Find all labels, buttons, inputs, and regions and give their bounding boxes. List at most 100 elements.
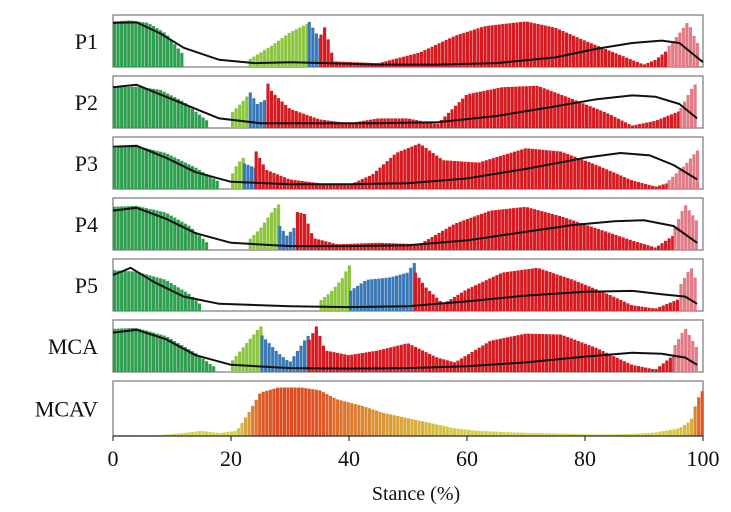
bar-p4-phase1 [166, 213, 170, 250]
bar-p4-phase4 [455, 222, 459, 250]
bar-p4-phase1 [183, 223, 187, 250]
bar-p1-phase4 [547, 26, 551, 67]
bar-p1-phase4 [426, 48, 431, 67]
bar-mcav [665, 430, 669, 436]
bar-p3-phase1 [144, 148, 148, 189]
bar-p2-phase4 [454, 105, 458, 128]
bar-p2-phase1 [159, 89, 163, 128]
bar-p5-phase4 [481, 281, 485, 311]
bar-p4-phase1 [123, 206, 127, 250]
bar-p5-phase4 [449, 299, 453, 311]
bar-p3-phase4 [605, 169, 609, 189]
bar-p5-phase4 [431, 294, 435, 311]
bar-p1-phase5 [692, 35, 696, 67]
bar-p1-phase4 [536, 24, 540, 67]
bar-p2-phase4 [361, 120, 366, 128]
bar-p1-phase4 [628, 59, 632, 67]
bar-p2-phase4 [641, 123, 645, 128]
bar-p1-phase4 [518, 22, 523, 67]
bar-mcav [399, 416, 403, 436]
bar-p2-phase1 [194, 111, 198, 128]
bar-p5-phase2 [337, 282, 341, 311]
bar-p2-phase1 [190, 108, 195, 128]
bar-p5-phase1 [120, 270, 124, 311]
bar-p4-phase4 [423, 241, 427, 250]
bar-mcav [194, 431, 198, 436]
bar-p4-phase4 [522, 206, 526, 250]
bar-p5-phase4 [580, 283, 584, 311]
bar-p3-phase4 [555, 151, 559, 189]
bar-p2-phase4 [450, 109, 454, 128]
bar-mcav [488, 431, 492, 436]
x-tick-label-20: 20 [220, 446, 242, 471]
bar-mca-phase4 [608, 354, 612, 372]
line-p1 [112, 21, 704, 66]
bar-p2-phase4 [489, 89, 493, 128]
bar-mca-phase4 [622, 361, 626, 372]
bar-p3-phase1 [116, 147, 120, 189]
bar-p3-phase4 [265, 170, 269, 189]
bar-p1-phase4 [568, 34, 572, 67]
bar-mca-phase1 [173, 341, 177, 372]
bar-p2-phase4 [269, 90, 274, 128]
bar-p3-phase4 [452, 160, 456, 189]
bar-p3-phase1 [166, 153, 170, 189]
panel-label-p5: P5 [75, 273, 98, 298]
bar-mcav [222, 432, 226, 436]
bar-mcav [226, 431, 230, 436]
bar-mca-phase4 [428, 353, 432, 372]
bar-p4-phase4 [543, 212, 547, 250]
line-p4 [112, 206, 698, 248]
bar-p3-phase4 [583, 160, 587, 189]
bar-mca-phase4 [382, 349, 386, 372]
bar-mcav [428, 422, 432, 436]
bar-mcav [435, 424, 439, 436]
bar-mcav [569, 433, 573, 436]
bar-p4-phase2 [262, 222, 266, 250]
bar-mca-phase4 [619, 359, 623, 372]
bar-p5-phase2 [333, 286, 337, 311]
bar-p2-phase3 [262, 100, 266, 128]
bar-mcav [654, 432, 658, 436]
bar-p5-phase2 [326, 294, 330, 311]
bar-p4-phase4 [586, 225, 590, 250]
panel-label-p1: P1 [75, 29, 98, 54]
bar-p3-phase4 [629, 180, 633, 189]
bar-mcav [272, 388, 276, 436]
bar-p4-phase4 [405, 243, 409, 250]
bar-mca-phase4 [527, 333, 531, 372]
bar-p1-phase1 [144, 22, 148, 68]
bar-p5-phase1 [151, 276, 156, 311]
bar-p3-phase4 [424, 148, 428, 189]
bar-p4-phase4 [412, 244, 416, 250]
bar-p1-phase4 [526, 21, 530, 67]
bar-p2-phase2 [238, 104, 242, 128]
bar-p4-phase4 [501, 209, 505, 250]
bar-p4-phase4 [469, 217, 473, 250]
bar-mca-phase4 [371, 351, 375, 372]
bar-mcav [672, 429, 676, 436]
bar-mca-phase1 [169, 339, 173, 372]
bar-p4-phase4 [557, 215, 561, 250]
bar-p5-phase4 [629, 304, 633, 311]
bar-p1-phase5 [695, 43, 700, 67]
bar-p1-phase1 [155, 28, 159, 67]
bar-p1-phase4 [479, 27, 484, 67]
bar-mca-phase1 [166, 337, 170, 372]
x-tick-label-60: 60 [456, 446, 478, 471]
bar-p3-phase4 [261, 164, 265, 189]
bar-p2-phase2 [234, 108, 238, 128]
bar-p3-phase4 [410, 146, 414, 189]
bar-p1-phase4 [543, 25, 547, 67]
bar-p4-phase1 [194, 232, 198, 250]
bar-p3-phase4 [367, 175, 372, 189]
bar-p5-phase3 [380, 278, 384, 311]
bar-mcav [590, 434, 595, 436]
bar-mcav [424, 422, 428, 436]
bar-p4-phase1 [155, 210, 159, 250]
bar-mca-phase4 [566, 337, 570, 372]
bar-p4-phase1 [116, 206, 120, 250]
panel-label-p4: P4 [75, 212, 98, 237]
bar-p2-phase4 [514, 86, 518, 128]
bar-mca-phase1 [155, 333, 159, 372]
